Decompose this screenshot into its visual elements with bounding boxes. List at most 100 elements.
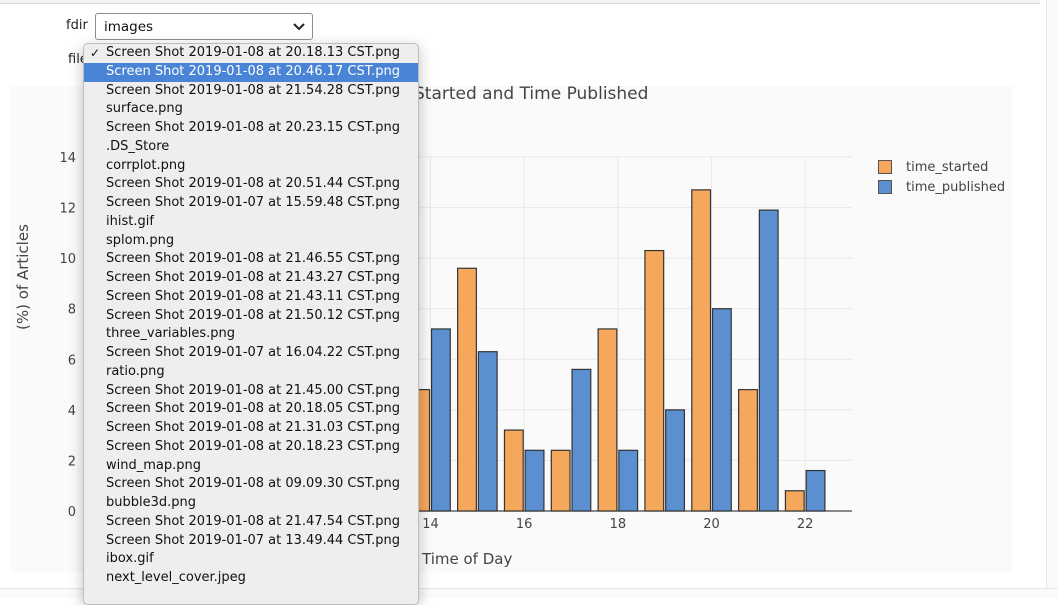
y-tick-label: 14 <box>59 151 76 166</box>
dropdown-option[interactable]: Screen Shot 2019-01-08 at 21.50.12 CST.p… <box>84 307 418 326</box>
bar-time-published <box>571 368 592 512</box>
dropdown-option[interactable]: bubble3d.png <box>84 494 418 513</box>
right-scroll-edge <box>1046 0 1058 597</box>
dropdown-option-label: corrplot.png <box>106 157 186 173</box>
chart-title: Started and Time Published <box>414 84 649 104</box>
dropdown-option[interactable]: Screen Shot 2019-01-08 at 21.43.27 CST.p… <box>84 269 418 288</box>
dropdown-option-label: Screen Shot 2019-01-08 at 20.18.23 CST.p… <box>106 438 401 454</box>
legend-item-time-published[interactable]: time_published <box>878 177 1005 197</box>
dropdown-option-label: bubble3d.png <box>106 495 197 510</box>
bar-time-started <box>738 389 758 512</box>
y-tick-label: 0 <box>68 505 76 520</box>
dropdown-option[interactable]: ihist.gif <box>84 213 418 232</box>
y-tick-label: 10 <box>59 252 76 267</box>
dropdown-option[interactable]: corrplot.png <box>84 157 418 176</box>
bar-time-published <box>758 209 779 512</box>
dropdown-option[interactable]: three_variables.png <box>84 325 418 344</box>
dropdown-option[interactable]: Screen Shot 2019-01-07 at 16.04.22 CST.p… <box>84 344 418 363</box>
bar-time-started <box>457 267 477 512</box>
dropdown-option-label: Screen Shot 2019-01-08 at 21.50.12 CST.p… <box>106 307 401 323</box>
dropdown-option[interactable]: Screen Shot 2019-01-08 at 21.43.11 CST.p… <box>84 288 418 307</box>
top-border <box>0 0 1040 4</box>
chart-legend: time_started time_published <box>878 157 1005 197</box>
bar-time-published <box>430 328 451 512</box>
dropdown-option[interactable]: next_level_cover.jpeg <box>84 569 418 588</box>
bar-time-started <box>644 249 665 512</box>
dropdown-option[interactable]: .DS_Store <box>84 138 418 157</box>
dropdown-option-label: wind_map.png <box>106 457 201 473</box>
y-axis-title: (%) of Articles <box>14 224 32 330</box>
bar-time-started <box>503 429 524 512</box>
dropdown-option-label: Screen Shot 2019-01-08 at 21.43.27 CST.p… <box>106 270 401 285</box>
bar-time-started <box>597 328 618 512</box>
dropdown-option-label: Screen Shot 2019-01-08 at 20.18.13 CST.p… <box>106 45 401 60</box>
legend-item-time-started[interactable]: time_started <box>878 157 1005 177</box>
dropdown-option[interactable]: Screen Shot 2019-01-08 at 21.31.03 CST.p… <box>84 419 418 438</box>
dropdown-option[interactable]: Screen Shot 2019-01-08 at 20.46.17 CST.p… <box>84 62 418 82</box>
dropdown-option-label: Screen Shot 2019-01-08 at 20.51.44 CST.p… <box>106 176 401 192</box>
dropdown-option[interactable]: Screen Shot 2019-01-08 at 20.23.15 CST.p… <box>84 119 418 138</box>
dropdown-option[interactable]: Screen Shot 2019-01-07 at 15.59.48 CST.p… <box>84 194 418 213</box>
x-tick-label: 22 <box>797 517 814 532</box>
x-tick-label: 14 <box>422 517 439 532</box>
dropdown-option[interactable]: splom.png <box>84 232 418 251</box>
dropdown-option[interactable]: Screen Shot 2019-01-08 at 21.54.28 CST.p… <box>84 82 418 101</box>
file-label: file <box>68 52 88 67</box>
dropdown-option[interactable]: wind_map.png <box>84 457 418 476</box>
dropdown-option-label: Screen Shot 2019-01-07 at 16.04.22 CST.p… <box>106 345 401 360</box>
dropdown-option[interactable]: surface.png <box>84 100 418 119</box>
bar-time-published <box>805 469 826 512</box>
fdir-select[interactable]: images <box>95 13 313 40</box>
x-tick-label: 20 <box>703 517 720 532</box>
bar-time-published <box>711 308 732 512</box>
dropdown-option-label: ibox.gif <box>106 551 154 567</box>
dropdown-option-label: Screen Shot 2019-01-08 at 09.09.30 CST.p… <box>106 476 401 492</box>
dropdown-option-label: three_variables.png <box>106 326 235 342</box>
dropdown-option[interactable]: Screen Shot 2019-01-08 at 20.18.05 CST.p… <box>84 400 418 419</box>
dropdown-option-label: .DS_Store <box>106 138 170 154</box>
dropdown-option-label: Screen Shot 2019-01-08 at 21.45.00 CST.p… <box>106 382 401 398</box>
x-axis-title: Time of Day <box>422 550 513 568</box>
dropdown-option[interactable]: ✓ Screen Shot 2019-01-08 at 20.18.13 CST.… <box>84 44 418 63</box>
y-tick-label: 6 <box>68 353 76 368</box>
bar-time-started <box>550 449 571 512</box>
bar-time-published <box>524 449 545 512</box>
dropdown-option[interactable]: Screen Shot 2019-01-08 at 20.18.23 CST.p… <box>84 438 418 457</box>
y-tick-label: 2 <box>68 454 76 469</box>
legend-swatch <box>878 160 892 174</box>
dropdown-option-label: splom.png <box>106 232 175 248</box>
dropdown-option-label: surface.png <box>106 101 183 117</box>
x-tick-label: 18 <box>610 517 627 532</box>
legend-label: time_started <box>906 159 989 175</box>
x-tick-label: 16 <box>516 517 533 532</box>
bar-time-started <box>784 490 805 512</box>
dropdown-option-label: Screen Shot 2019-01-08 at 21.54.28 CST.p… <box>106 82 401 98</box>
dropdown-option[interactable]: ratio.png <box>84 363 418 382</box>
dropdown-option[interactable]: Screen Shot 2019-01-08 at 21.46.55 CST.p… <box>84 250 418 269</box>
dropdown-option[interactable]: ibox.gif <box>84 550 418 569</box>
legend-label: time_published <box>906 179 1006 195</box>
y-tick-label: 8 <box>68 303 76 318</box>
bar-time-published <box>665 409 686 512</box>
dropdown-option-label: Screen Shot 2019-01-08 at 21.46.55 CST.p… <box>106 251 401 267</box>
checkmark-icon: ✓ <box>90 46 101 60</box>
fdir-label: fdir <box>66 18 88 33</box>
dropdown-option-label: Screen Shot 2019-01-08 at 20.18.05 CST.p… <box>106 401 401 417</box>
dropdown-option[interactable]: Screen Shot 2019-01-07 at 13.49.44 CST.p… <box>84 532 418 551</box>
dropdown-option[interactable]: Screen Shot 2019-01-08 at 21.45.00 CST.p… <box>84 382 418 401</box>
dropdown-option-label: Screen Shot 2019-01-08 at 21.47.54 CST.p… <box>106 513 401 529</box>
dropdown-option-label: Screen Shot 2019-01-07 at 13.49.44 CST.p… <box>106 532 401 548</box>
bar-time-published <box>477 351 498 512</box>
dropdown-option[interactable]: Screen Shot 2019-01-08 at 21.47.54 CST.p… <box>84 513 418 532</box>
legend-swatch <box>878 180 892 194</box>
dropdown-option-label: Screen Shot 2019-01-08 at 21.31.03 CST.p… <box>106 420 401 435</box>
dropdown-option-label: ihist.gif <box>106 213 154 229</box>
dropdown-option[interactable]: Screen Shot 2019-01-08 at 20.51.44 CST.p… <box>84 175 418 194</box>
y-tick-label: 4 <box>68 404 76 419</box>
file-dropdown-list[interactable]: ✓ Screen Shot 2019-01-08 at 20.18.13 CST.… <box>83 43 419 605</box>
bar-time-published <box>618 449 639 512</box>
dropdown-option[interactable]: Screen Shot 2019-01-08 at 09.09.30 CST.p… <box>84 475 418 494</box>
dropdown-option-label: Screen Shot 2019-01-08 at 20.46.17 CST.p… <box>106 63 401 79</box>
y-tick-label: 12 <box>59 202 76 217</box>
bar-time-started <box>691 189 712 512</box>
